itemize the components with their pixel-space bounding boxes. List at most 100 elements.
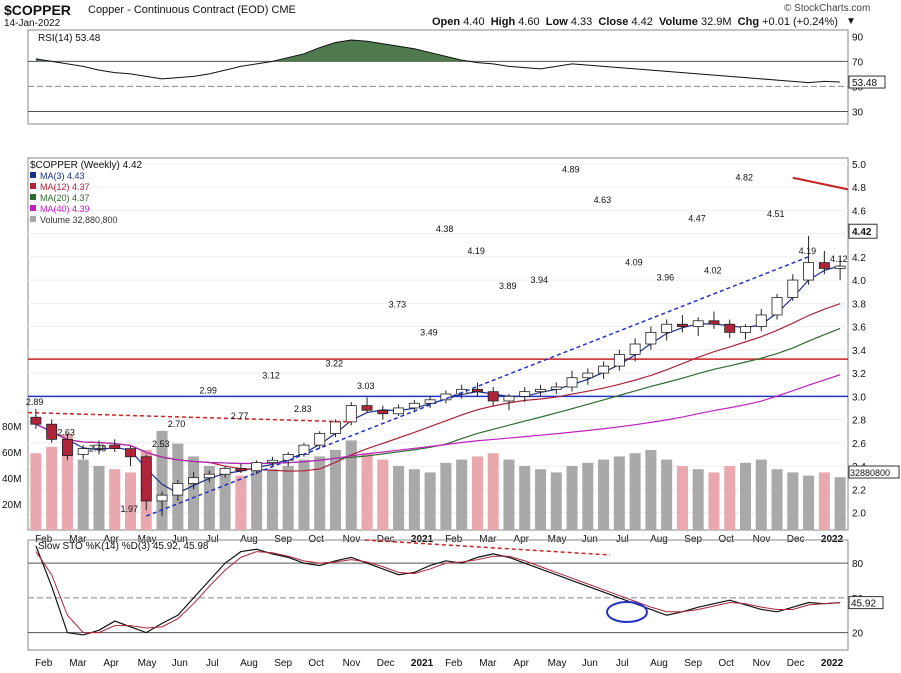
price-tick-label: 2.2: [852, 485, 866, 496]
x-axis-label: May: [138, 658, 157, 669]
candle-body: [629, 343, 641, 355]
x-axis-label: Nov: [343, 658, 361, 669]
volume-bar: [440, 462, 452, 530]
volume-bar: [156, 430, 168, 530]
candle-body: [645, 331, 657, 345]
symbol-description: Copper - Continuous Contract (EOD) CME: [88, 4, 296, 16]
rsi-last-value: 53.48: [852, 78, 877, 89]
candle-body: [377, 409, 389, 415]
rsi-last-value-box: [848, 75, 886, 89]
candle-body: [125, 448, 136, 458]
last-volume-label: 32880800: [850, 468, 890, 478]
candle-body: [345, 405, 357, 423]
candle-body: [46, 423, 58, 440]
volume-tick-label: 40M: [2, 474, 21, 485]
volume-bar: [629, 453, 641, 530]
volume-bar: [424, 472, 436, 530]
candle-body: [818, 262, 830, 269]
candle-body: [582, 372, 594, 379]
brand-label: © StockCharts.com: [784, 3, 871, 14]
legend-swatch: [30, 172, 36, 178]
volume-bar: [550, 472, 562, 530]
volume-bar: [676, 466, 688, 530]
candle-body: [172, 483, 184, 496]
x-axis-label: Oct: [718, 658, 734, 669]
price-tick-label: 3.0: [852, 392, 866, 403]
candle-body: [314, 433, 326, 446]
volume-bar: [377, 459, 389, 530]
legend-swatch: [30, 216, 36, 222]
volume-bar: [77, 459, 89, 530]
x-axis-label: Aug: [240, 658, 258, 669]
price-annotation: 4.89: [562, 165, 580, 175]
volume-bar: [329, 450, 342, 530]
volume-bar: [519, 466, 531, 530]
price-annotation: 3.89: [499, 281, 517, 291]
volume-bar: [566, 466, 578, 530]
price-annotation: 3.22: [326, 359, 344, 369]
price-annotation: 1.97: [121, 504, 139, 514]
price-annotation: 3.94: [531, 275, 549, 285]
volume-bar: [661, 459, 673, 530]
price-annotation: 4.47: [688, 213, 706, 223]
price-annotation: 3.12: [262, 370, 280, 380]
rsi-tick-label: 90: [852, 32, 864, 43]
x-axis-label: Mar: [479, 658, 497, 669]
x-axis-label: Dec: [787, 658, 805, 669]
volume-bar: [266, 469, 278, 530]
volume-tick-label: 80M: [2, 422, 21, 433]
volume-bar: [487, 453, 499, 530]
volume-bar: [724, 466, 736, 530]
rsi-overbought-fill: [35, 40, 841, 62]
price-tick-label: 3.8: [852, 299, 866, 310]
candle-body: [109, 444, 121, 450]
trendline-red-dashed: [27, 411, 352, 423]
candle-body: [298, 444, 310, 455]
price-annotation: 3.03: [357, 381, 375, 391]
candle-body: [598, 365, 610, 374]
volume-bar: [771, 469, 783, 530]
volume-bar: [503, 459, 515, 530]
candle-body: [787, 279, 799, 298]
volume-bar: [219, 472, 231, 530]
volume-bar: [393, 466, 405, 530]
price-annotation: 3.96: [657, 273, 675, 283]
price-annotation: 2.89: [26, 397, 44, 407]
legend-entry: Volume 32,880,800: [40, 215, 118, 225]
volume-bar: [471, 456, 483, 530]
rsi-tick-label: 30: [852, 107, 864, 118]
volume-bar: [692, 469, 704, 530]
price-annotation: 4.63: [594, 195, 612, 205]
volume-bar: [787, 472, 799, 530]
trendline-red-solid: [792, 176, 849, 191]
x-axis-label: Dec: [377, 658, 395, 669]
volume-bar: [834, 477, 846, 530]
symbol-title: $COPPER: [4, 2, 71, 18]
price-panel-frame: [27, 157, 849, 531]
price-tick-label: 4.2: [852, 253, 866, 264]
ma3-line: [35, 265, 841, 494]
volume-bar: [124, 472, 137, 530]
x-axis-label: Jun: [172, 658, 188, 669]
price-annotation: 4.82: [736, 173, 754, 183]
candle-body: [235, 467, 247, 472]
rsi-panel-frame: [27, 29, 849, 125]
candle-body: [251, 462, 263, 472]
price-annotation: 4.02: [704, 266, 722, 276]
dropdown-arrow-icon[interactable]: ▼: [846, 16, 856, 27]
rsi-tick-label: 70: [852, 57, 864, 68]
price-annotation: 4.51: [767, 209, 785, 219]
sto-panel-frame: [27, 539, 849, 651]
price-tick-label: 2.8: [852, 416, 866, 427]
candle-body: [456, 388, 468, 395]
price-annotation: 2.99: [199, 385, 217, 395]
candle-body: [692, 320, 704, 327]
volume-bar: [582, 462, 594, 530]
candle-body: [203, 473, 215, 479]
price-tick-label: 2.0: [852, 509, 866, 520]
candle-body: [219, 467, 231, 475]
last-volume-box: [848, 465, 900, 479]
price-tick-label: 4.6: [852, 206, 866, 217]
candle-body: [93, 444, 105, 450]
candle-body: [140, 456, 152, 502]
